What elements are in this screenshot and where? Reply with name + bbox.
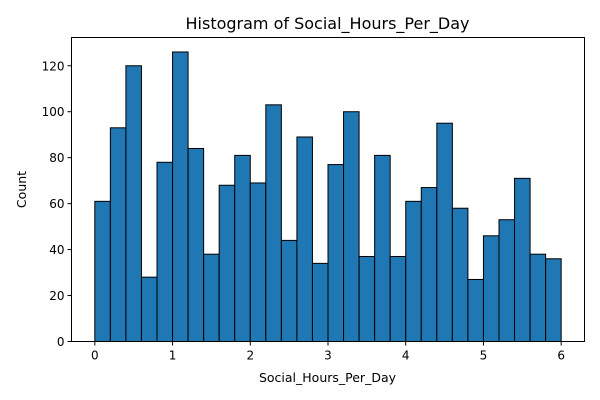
histogram-bar-24 — [467, 278, 484, 343]
histogram-bar-29 — [545, 258, 562, 342]
histogram-bar-2 — [125, 65, 142, 343]
histogram-bar-8 — [218, 184, 236, 342]
x-tick-label: 6 — [557, 349, 565, 363]
histogram-bar-14 — [311, 262, 329, 343]
chart-title: Histogram of Social_Hours_Per_Day — [186, 14, 470, 34]
bars-group — [94, 51, 562, 343]
histogram-bar-6 — [187, 147, 205, 342]
histogram-bar-9 — [234, 154, 251, 342]
y-tick-label: 20 — [49, 289, 64, 303]
histogram-bar-19 — [389, 255, 407, 343]
y-tick-label: 120 — [42, 59, 65, 73]
histogram-bar-18 — [374, 154, 391, 342]
histogram-bar-17 — [358, 255, 376, 343]
histogram-bar-16 — [343, 111, 360, 343]
x-tick-label: 5 — [480, 349, 488, 363]
x-tick-label: 4 — [402, 349, 410, 363]
histogram-bar-11 — [265, 104, 282, 342]
histogram-bar-4 — [156, 161, 174, 342]
histogram-bar-3 — [140, 276, 158, 342]
y-tick-label: 80 — [49, 151, 64, 165]
histogram-bar-5 — [172, 51, 189, 342]
y-axis-ticks: 0 20 40 60 80 100 120 — [42, 59, 72, 349]
histogram-bar-12 — [280, 239, 298, 343]
plot-frame — [71, 37, 585, 342]
y-tick-label: 100 — [42, 105, 65, 119]
histogram-bar-28 — [529, 253, 547, 342]
histogram-bar-7 — [203, 253, 220, 342]
y-tick-label: 0 — [57, 335, 65, 349]
histogram-bar-13 — [296, 136, 313, 342]
x-axis-ticks: 0 1 2 3 4 5 6 — [91, 341, 565, 363]
histogram-bar-22 — [436, 122, 453, 342]
histogram-bar-10 — [249, 182, 267, 342]
histogram-bar-20 — [405, 200, 422, 342]
histogram-bar-25 — [482, 235, 500, 342]
y-tick-label: 60 — [49, 197, 64, 211]
histogram-bar-27 — [514, 177, 531, 342]
histogram-bar-26 — [498, 219, 516, 342]
y-axis-label: Count — [14, 171, 29, 208]
x-axis-label: Social_Hours_Per_Day — [259, 370, 397, 385]
histogram-bar-15 — [327, 164, 345, 342]
x-tick-label: 3 — [324, 349, 332, 363]
histogram-bar-1 — [109, 127, 127, 343]
y-tick-label: 40 — [49, 243, 64, 257]
histogram-bar-23 — [451, 207, 469, 342]
histogram-bar-21 — [420, 187, 438, 342]
x-tick-label: 0 — [91, 349, 99, 363]
x-tick-label: 2 — [246, 349, 254, 363]
histogram-bar-0 — [94, 200, 111, 342]
x-tick-label: 1 — [169, 349, 177, 363]
